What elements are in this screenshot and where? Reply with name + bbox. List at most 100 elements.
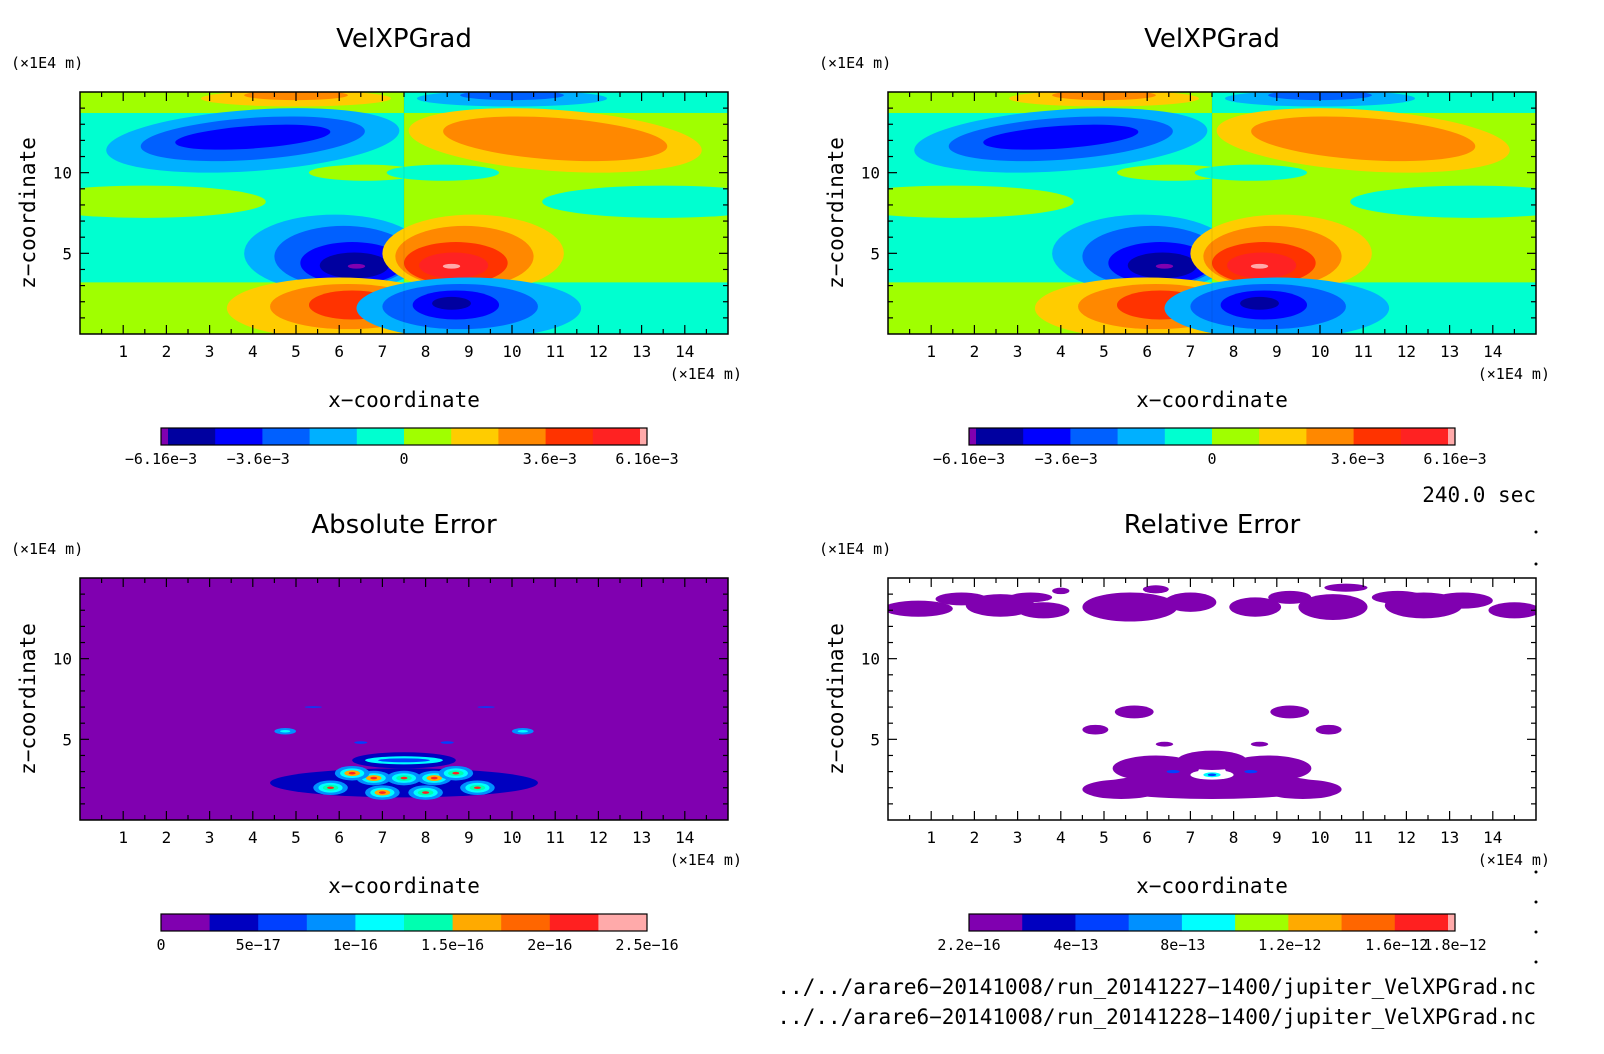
- err-hot-core: [422, 791, 430, 794]
- x-tick-label: 11: [1354, 342, 1373, 361]
- x-tick-label: 11: [546, 828, 565, 847]
- x-tick-label: 5: [1099, 342, 1109, 361]
- x-tick-label: 7: [1186, 828, 1196, 847]
- colorbar-label: 3.6e−3: [523, 450, 577, 468]
- y-unit-label: (×1E4 m): [11, 54, 83, 72]
- x-tick-label: 1: [118, 828, 128, 847]
- rel-band-patch: [1432, 592, 1493, 609]
- tick-marks: [888, 92, 1536, 334]
- x-tick-label: 9: [464, 342, 474, 361]
- field-bottom-right-4: [1240, 296, 1279, 310]
- x-tick-label: 7: [1186, 342, 1196, 361]
- colorbar-bin: [1341, 914, 1396, 931]
- colorbar-bin: [451, 428, 499, 445]
- x-tick-label: 5: [291, 342, 301, 361]
- x-tick-label: 10: [502, 342, 521, 361]
- colorbar-bin: [1288, 914, 1343, 931]
- x-tick-label: 13: [632, 828, 651, 847]
- colorbar-bin: [640, 428, 647, 445]
- x-axis-label: x−coordinate: [328, 874, 480, 898]
- colorbar-bin: [168, 428, 216, 445]
- x-tick-label: 14: [675, 342, 694, 361]
- colorbar-bin: [452, 914, 502, 931]
- x-tick-label: 14: [1483, 342, 1502, 361]
- x-tick-label: 2: [162, 342, 172, 361]
- x-tick-label: 6: [1142, 342, 1152, 361]
- field-tongue-midR: [386, 164, 500, 181]
- rel-band-patch: [1017, 602, 1070, 619]
- err-fleck-3: [354, 741, 368, 744]
- colorbar-label: 3.6e−3: [1331, 450, 1385, 468]
- rel-band-patch: [1298, 594, 1368, 620]
- colorbar-bin: [1117, 428, 1166, 445]
- x-tick-label: 4: [1056, 342, 1066, 361]
- colorbar-label: 2.2e−16: [937, 936, 1000, 954]
- panel-title: Relative Error: [1124, 510, 1301, 540]
- colorbar-label: 2.5e−16: [615, 936, 678, 954]
- colorbar-frame: [160, 427, 648, 446]
- colorbar-bin: [404, 914, 454, 931]
- colorbar-frame: [160, 913, 648, 932]
- colorbar-bin: [161, 914, 211, 931]
- colorbar-bin: [1022, 914, 1076, 931]
- rel-fleck-right: [1250, 741, 1269, 747]
- colorbar-label: 6.16e−3: [615, 450, 678, 468]
- x-tick-label: 6: [334, 828, 344, 847]
- rel-band-patch: [888, 600, 953, 617]
- x-tick-label: 1: [926, 342, 936, 361]
- colorbar-bin: [309, 428, 358, 445]
- colorbar-frame: [968, 427, 1456, 446]
- x-tick-label: 12: [1397, 342, 1416, 361]
- y-unit-label: (×1E4 m): [819, 540, 891, 558]
- x-tick-label: 12: [589, 828, 608, 847]
- colorbar-label: 1.6e−12: [1365, 936, 1428, 954]
- x-tick-label: 6: [1142, 828, 1152, 847]
- x-tick-label: 14: [1483, 828, 1502, 847]
- field-upper-right-core: [1285, 124, 1441, 150]
- colorbar-label: 0: [156, 936, 165, 954]
- field-plot: [888, 578, 1536, 820]
- field-tongue-midR: [1194, 164, 1308, 181]
- y-tick-label: 5: [62, 730, 72, 749]
- colorbar-bin: [215, 428, 263, 445]
- x-tick-label: 13: [632, 342, 651, 361]
- x-tick-label: 11: [1354, 828, 1373, 847]
- x-axis-label: x−coordinate: [328, 388, 480, 412]
- colorbar-bin: [598, 914, 648, 931]
- x-unit-label: (×1E4 m): [1478, 851, 1550, 869]
- colorbar-bin: [1181, 914, 1236, 931]
- y-tick-label: 5: [870, 244, 880, 263]
- colorbar-bin: [1164, 428, 1213, 445]
- err-fleck-4: [440, 741, 454, 744]
- colorbar-bin: [592, 428, 641, 445]
- y-tick-label: 10: [861, 164, 880, 183]
- rel-blob-left: [1082, 724, 1109, 735]
- colorbar-label: 0: [399, 450, 408, 468]
- field-tongue-midL: [308, 164, 422, 181]
- x-unit-label: (×1E4 m): [1478, 365, 1550, 383]
- field-upper-right-core: [477, 124, 633, 150]
- x-tick-label: 4: [1056, 828, 1066, 847]
- rel-blob-right: [1315, 724, 1342, 735]
- colorbar-label: 2e−16: [527, 936, 572, 954]
- y-tick-label: 10: [53, 650, 72, 669]
- colorbar-bin: [356, 428, 405, 445]
- colorbar-bin: [161, 428, 168, 445]
- colorbar-bin: [258, 914, 308, 931]
- field-tongue-left: [888, 185, 1074, 218]
- x-unit-label: (×1E4 m): [670, 851, 742, 869]
- colorbar-label: 0: [1207, 450, 1216, 468]
- err-blob-right-core: [517, 729, 528, 733]
- colorbar-bin: [1070, 428, 1119, 445]
- panel-title: VelXPGrad: [1144, 24, 1280, 54]
- x-tick-label: 5: [291, 828, 301, 847]
- colorbar-bin: [1448, 428, 1455, 445]
- colorbar-label: −3.6e−3: [1035, 450, 1098, 468]
- colorbar-bin: [1394, 914, 1449, 931]
- x-tick-label: 3: [1013, 342, 1023, 361]
- panel-top-left: VelXPGrad(×1E4 m)1 2 3 4 5 6 7 8 9 10 11 12 13 14510(…: [11, 24, 742, 468]
- x-tick-label: 3: [1013, 828, 1023, 847]
- x-tick-label: 6: [334, 342, 344, 361]
- err-hot-core: [327, 786, 335, 790]
